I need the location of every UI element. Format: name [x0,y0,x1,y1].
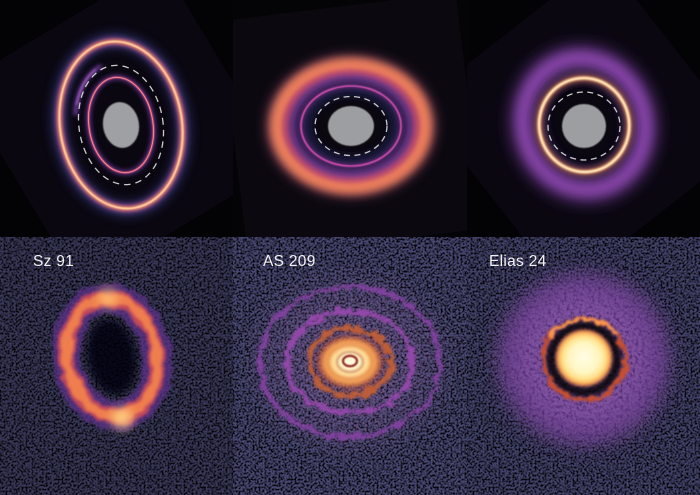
observed-disk-sz91-image [0,237,233,495]
observed-disk-as209-image [233,237,467,495]
panel-label-as209: AS 209 [263,253,316,270]
panel-simulation-sz91 [0,0,233,237]
observed-disk-elias24-image [467,237,700,495]
simulated-disk-elias24-image [467,0,700,237]
panel-label-elias24: Elias 24 [489,253,547,270]
panel-simulation-elias24 [467,0,700,237]
simulated-disk-as209-image [233,0,467,237]
panel-label-sz91: Sz 91 [33,253,75,270]
panel-simulation-as209 [233,0,467,237]
simulated-disk-sz91-image [0,0,233,237]
panel-observation-as209: AS 209 [233,237,467,495]
panel-observation-elias24: Elias 24 [467,237,700,495]
panel-observation-sz91: Sz 91 [0,237,233,495]
